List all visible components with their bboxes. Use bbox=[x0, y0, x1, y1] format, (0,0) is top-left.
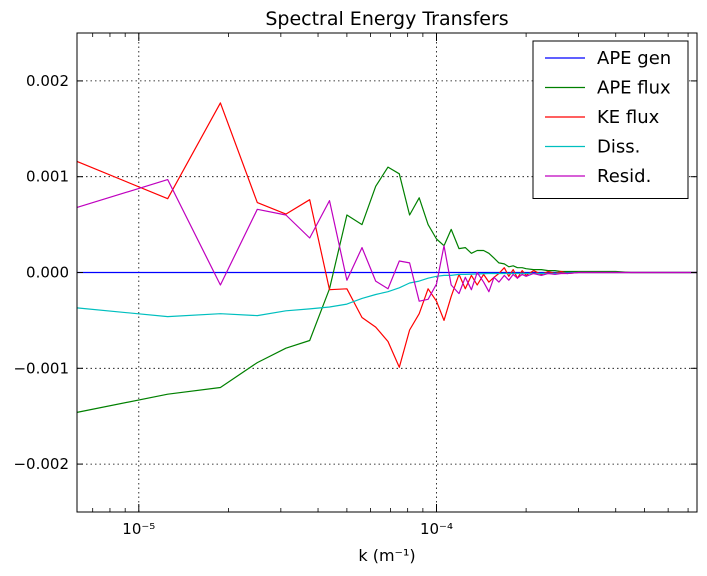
y-tick-label: −0.001 bbox=[13, 359, 69, 377]
tick-layer: −0.002 −0.001 0.000 0.001 0.002 10⁻⁵ 10⁻⁴ bbox=[13, 33, 697, 538]
legend-label-ke-flux: KE flux bbox=[597, 107, 660, 128]
y-tick-label: 0.000 bbox=[26, 264, 69, 282]
legend-box bbox=[532, 40, 689, 199]
series-line-ape-flux bbox=[76, 166, 697, 413]
x-tick-label: 10⁻⁵ bbox=[122, 520, 155, 538]
y-tick-label: −0.002 bbox=[13, 455, 69, 473]
x-tick-label: 10⁻⁴ bbox=[420, 520, 453, 538]
chart-title: Spectral Energy Transfers bbox=[265, 8, 508, 30]
legend: APE gen APE flux KE flux Diss. Resid. bbox=[532, 40, 689, 199]
legend-label-ape-gen: APE gen bbox=[597, 48, 671, 69]
x-axis-label: k (m⁻¹) bbox=[358, 546, 415, 565]
legend-label-diss: Diss. bbox=[597, 137, 640, 158]
series-line-resid bbox=[76, 179, 697, 302]
y-tick-label: 0.002 bbox=[26, 72, 69, 90]
y-tick-label: 0.001 bbox=[26, 168, 69, 186]
legend-label-resid: Resid. bbox=[597, 166, 651, 187]
legend-label-ape-flux: APE flux bbox=[597, 78, 671, 99]
series-layer bbox=[76, 102, 697, 413]
